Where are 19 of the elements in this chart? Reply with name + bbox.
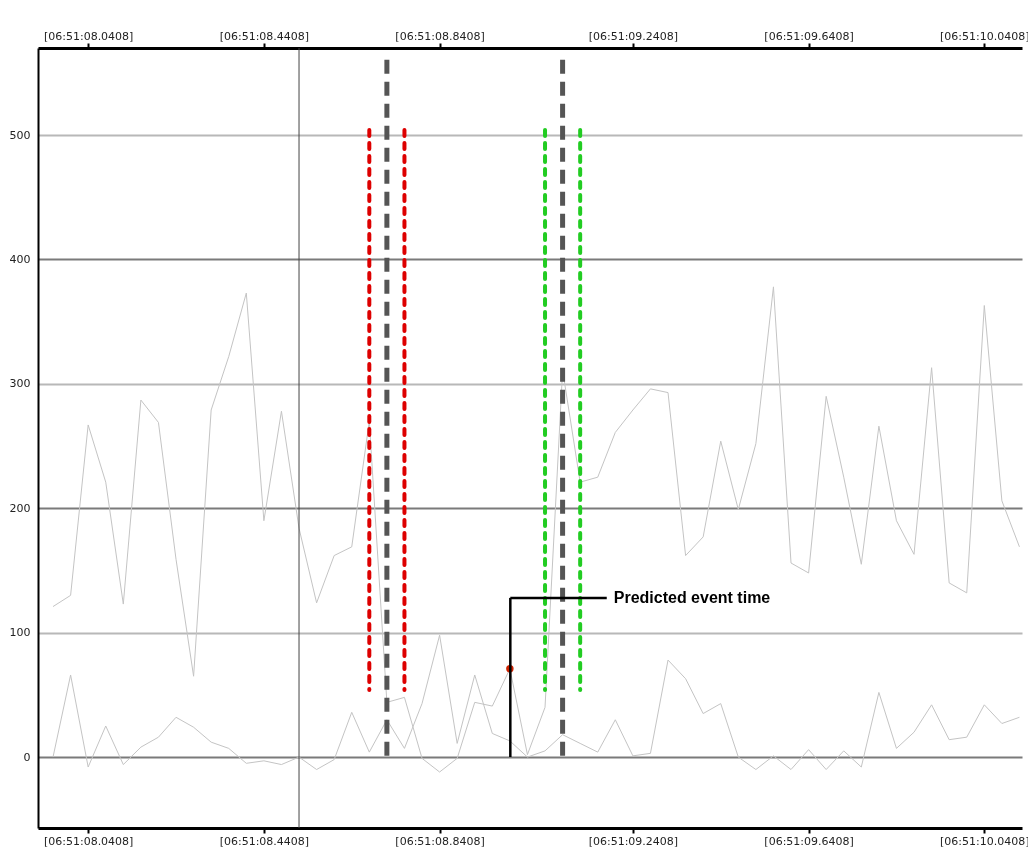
- category-label: [06:51:09.2408]: [588, 834, 679, 848]
- y-tick-label: 100: [9, 626, 31, 640]
- category-label: [06:51:08.4408]: [219, 834, 310, 848]
- y-tick-label: 200: [9, 501, 31, 515]
- x-tick-label: [06:51:10.0408]: [940, 29, 1028, 43]
- y-tick-label: 400: [9, 252, 31, 266]
- x-tick-label: [06:51:09.2408]: [588, 29, 679, 43]
- y-tick-label: 500: [9, 128, 31, 142]
- category-label: [06:51:09.6408]: [764, 834, 854, 848]
- y-tick-label: 300: [9, 377, 31, 391]
- x-tick-label: [06:51:08.8408]: [395, 29, 485, 43]
- x-tick-label: [06:51:08.0408]: [43, 29, 134, 43]
- y-tick-label: 0: [23, 750, 31, 764]
- annotation: Predicted event time: [613, 588, 771, 606]
- x-tick-label: [06:51:09.6408]: [764, 29, 854, 43]
- x-tick-label: [06:51:08.4408]: [219, 29, 310, 43]
- category-label: [06:51:10.0408]: [940, 834, 1028, 848]
- category-label: [06:51:08.8408]: [395, 834, 485, 848]
- category-label: [06:51:08.0408]: [43, 834, 134, 848]
